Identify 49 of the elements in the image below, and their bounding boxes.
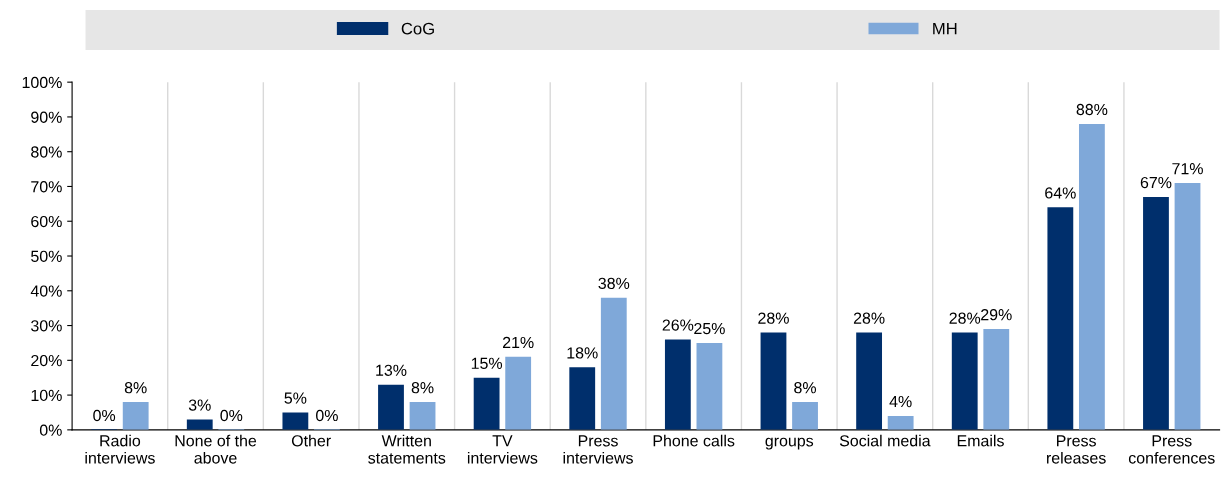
x-tick-label: Phone calls bbox=[653, 434, 735, 447]
data-label: 3% bbox=[188, 399, 211, 411]
data-label: 0% bbox=[220, 409, 243, 422]
data-label: 5% bbox=[284, 392, 307, 404]
data-label: 88% bbox=[1076, 103, 1108, 116]
y-tick-label: 90% bbox=[31, 111, 62, 123]
x-tick-label: Press releases bbox=[1047, 435, 1106, 464]
data-label: 64% bbox=[1045, 187, 1076, 199]
data-label: 13% bbox=[376, 364, 407, 376]
y-tick-label: 20% bbox=[31, 354, 62, 367]
data-label: 0% bbox=[93, 409, 116, 422]
y-tick-label: 30% bbox=[31, 320, 62, 332]
x-tick-label: groups bbox=[765, 437, 814, 450]
x-tick-label: None of the above bbox=[175, 434, 257, 464]
data-label: 28% bbox=[758, 312, 789, 324]
data-label: 4% bbox=[889, 396, 912, 408]
data-label: 26% bbox=[662, 319, 694, 331]
data-label: 67% bbox=[1140, 176, 1172, 189]
y-tick-label: 10% bbox=[31, 389, 62, 402]
x-tick-label: Social media bbox=[839, 434, 931, 447]
data-label: 29% bbox=[981, 309, 1012, 321]
data-label: 28% bbox=[949, 312, 981, 324]
data-label: 0% bbox=[316, 409, 338, 422]
data-label: 15% bbox=[471, 357, 503, 369]
y-tick-label: 40% bbox=[30, 285, 62, 297]
y-tick-label: 70% bbox=[31, 181, 62, 193]
data-label: 8% bbox=[411, 382, 434, 394]
data-label: 8% bbox=[794, 382, 817, 394]
data-label: 18% bbox=[567, 347, 598, 359]
x-tick-label: Radio interviews bbox=[85, 434, 155, 464]
x-tick-label: Press interviews bbox=[563, 435, 633, 464]
x-tick-label: Written statements bbox=[368, 434, 446, 464]
data-label: 28% bbox=[853, 312, 885, 324]
x-tick-label: Press conferences bbox=[1128, 435, 1215, 464]
x-tick-label: Emails bbox=[957, 434, 1004, 447]
y-tick-label: 50% bbox=[31, 250, 62, 262]
data-label: 21% bbox=[502, 336, 534, 349]
y-tick-label: 100% bbox=[22, 76, 62, 89]
y-tick-label: 0% bbox=[39, 424, 62, 436]
y-tick-label: 60% bbox=[31, 215, 62, 228]
data-label: 8% bbox=[124, 382, 147, 394]
x-tick-label: TV interviews bbox=[467, 435, 538, 464]
x-tick-label: Other bbox=[291, 434, 331, 447]
legend-label: CoG bbox=[401, 22, 434, 35]
legend-label: MH bbox=[933, 22, 957, 35]
data-label: 38% bbox=[598, 277, 630, 290]
y-tick-label: 80% bbox=[31, 146, 62, 158]
data-label: 25% bbox=[694, 322, 725, 335]
data-label: 71% bbox=[1172, 163, 1203, 175]
